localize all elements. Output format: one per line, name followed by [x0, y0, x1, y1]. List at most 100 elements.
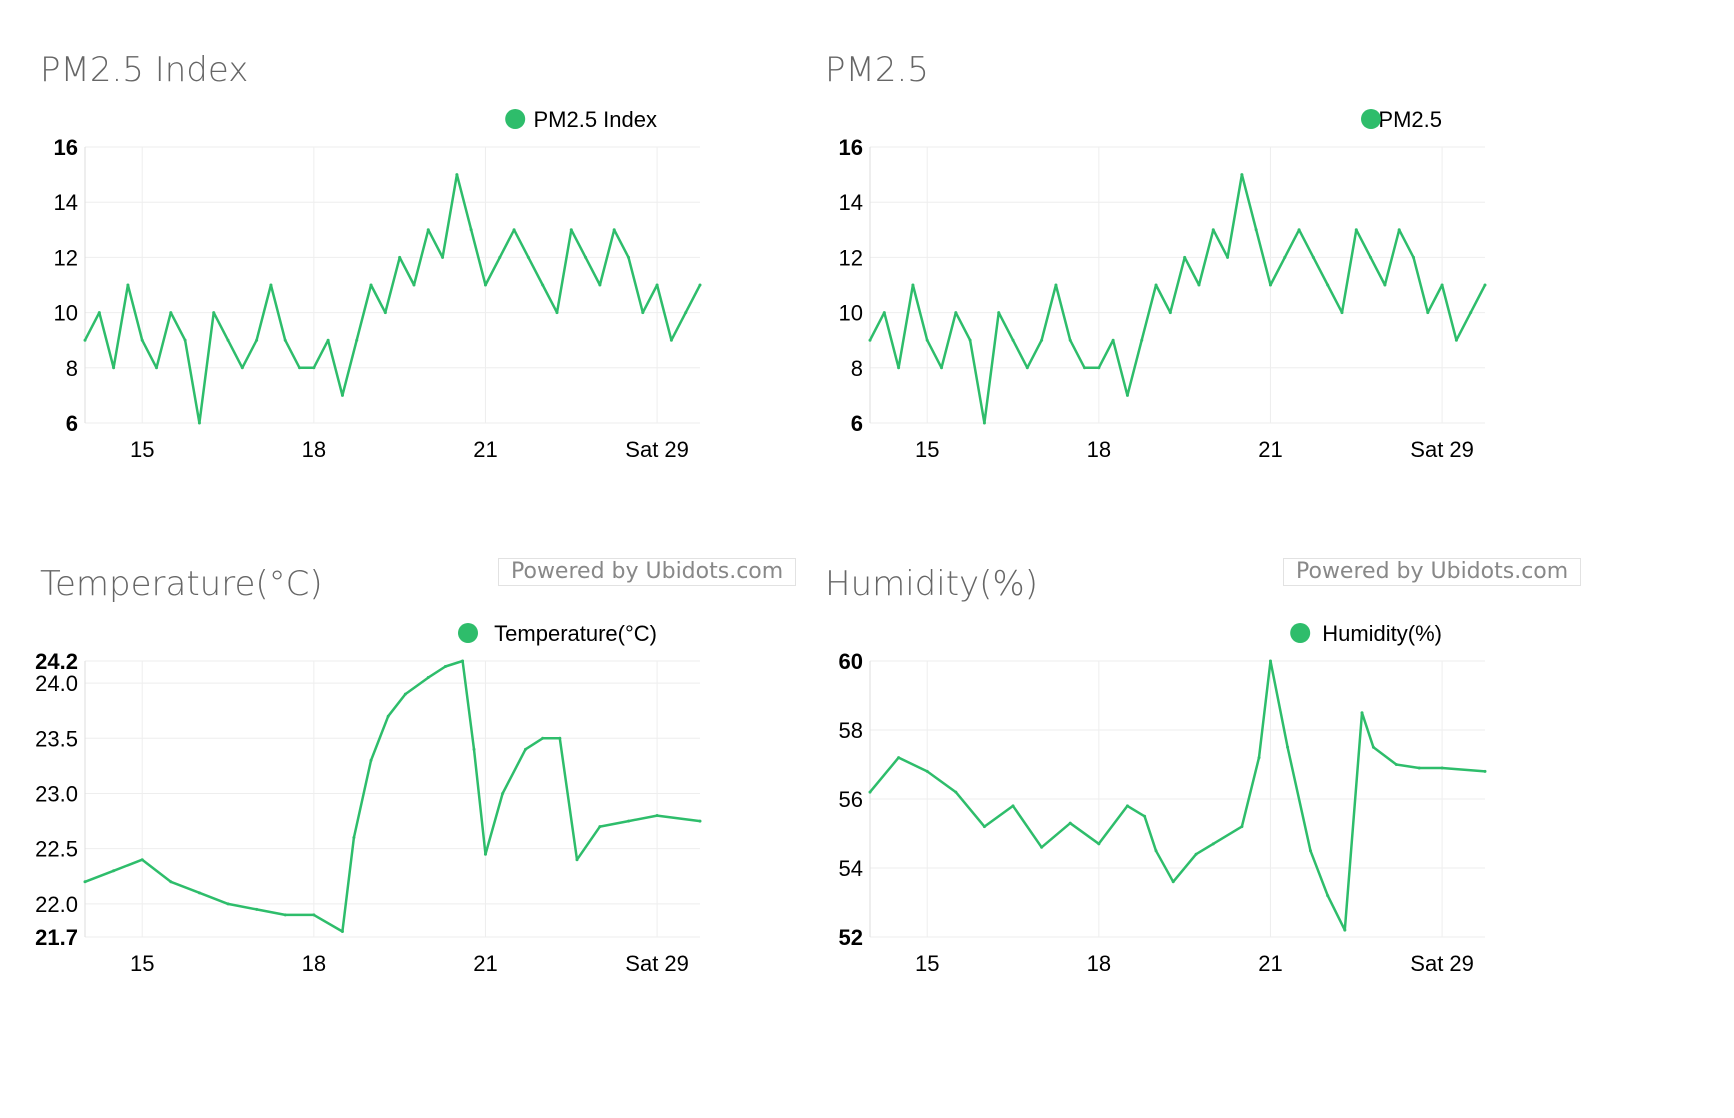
data-point — [398, 255, 402, 259]
data-point — [340, 929, 344, 933]
data-point — [352, 836, 356, 840]
data-point — [269, 283, 273, 287]
data-point — [169, 880, 173, 884]
data-point — [97, 311, 101, 315]
data-point — [155, 366, 159, 370]
series-line — [868, 173, 1487, 425]
data-point — [469, 228, 473, 232]
data-point — [1125, 393, 1129, 397]
panel-title: Temperature(°C) — [40, 564, 323, 604]
data-point — [598, 283, 602, 287]
data-point — [461, 659, 465, 663]
data-point — [1040, 845, 1044, 849]
legend-label: Humidity(%) — [1322, 621, 1442, 646]
data-point — [1469, 311, 1473, 315]
panel-title: Humidity(%) — [825, 564, 1038, 604]
data-point — [140, 858, 144, 862]
data-point — [612, 228, 616, 232]
data-point — [483, 852, 487, 856]
chart-humidity: 52 54 56 58 60 15 18 21 Sat 29 Humidity(%) — [839, 621, 1487, 976]
data-point — [1183, 255, 1187, 259]
series-line — [84, 659, 701, 933]
chart-panel-pm25-index: PM2.5 Index 6 8 10 12 14 16 15 18 21 Sat 29 PM2.5 … — [40, 0, 830, 586]
data-point — [982, 421, 986, 425]
y-tick-label: 16 — [54, 135, 78, 160]
data-point — [83, 338, 87, 342]
data-point — [1411, 255, 1415, 259]
data-point — [255, 907, 259, 911]
data-point — [483, 283, 487, 287]
data-point — [1268, 283, 1272, 287]
x-tick-label: Sat 29 — [625, 437, 689, 462]
data-point — [112, 366, 116, 370]
y-tick-label: 54 — [839, 856, 863, 881]
powered-by-link[interactable]: Powered by Ubidots.com — [1283, 558, 1582, 586]
y-tick-label: 6 — [851, 411, 863, 436]
data-point — [584, 255, 588, 259]
powered-by-link[interactable]: Powered by Ubidots.com — [498, 558, 797, 586]
y-tick-label: 16 — [839, 135, 863, 160]
legend-marker — [458, 623, 478, 643]
y-tick-label: 24.0 — [35, 671, 78, 696]
chart-panel-temperature: Temperature(°C) 21.7 22.0 22.5 23.0 23.5 24.0… — [35, 514, 830, 1074]
data-point — [226, 338, 230, 342]
data-point — [954, 790, 958, 794]
chart-pm25-index: 6 8 10 12 14 16 15 18 21 Sat 29 PM2.5 Index — [54, 107, 702, 462]
legend-marker — [505, 109, 526, 129]
data-point — [1483, 283, 1487, 287]
y-tick-label: 10 — [54, 301, 78, 326]
x-tick-label: 18 — [1087, 951, 1111, 976]
data-point — [1311, 255, 1315, 259]
y-tick-label: 23.0 — [35, 781, 78, 806]
data-point — [472, 747, 476, 751]
data-point — [283, 913, 287, 917]
data-point — [1360, 711, 1364, 715]
y-tick-label: 22.5 — [35, 837, 78, 862]
y-tick-label: 12 — [839, 245, 863, 270]
y-tick-label: 8 — [66, 356, 78, 381]
data-point — [1097, 842, 1101, 846]
data-point — [698, 283, 702, 287]
data-point — [669, 338, 673, 342]
data-point — [569, 228, 573, 232]
data-point — [575, 858, 579, 862]
data-point — [925, 769, 929, 773]
x-tick-label: 21 — [1258, 951, 1282, 976]
chart-pm25: 6 8 10 12 14 16 15 18 21 Sat 29 PM2.5 — [839, 107, 1487, 462]
data-point — [1257, 756, 1261, 760]
x-tick-label: 15 — [915, 951, 939, 976]
data-point — [183, 338, 187, 342]
data-point — [1226, 255, 1230, 259]
data-point — [197, 891, 201, 895]
panel-title: PM2.5 — [825, 50, 929, 90]
chart-temperature: 21.7 22.0 22.5 23.0 23.5 24.024.2 15 18 21 Sat 29… — [35, 621, 702, 976]
data-point — [897, 366, 901, 370]
data-point — [1326, 283, 1330, 287]
data-point — [1154, 283, 1158, 287]
data-point — [312, 913, 316, 917]
data-point — [1068, 338, 1072, 342]
y-tick-label: 23.5 — [35, 726, 78, 751]
y-tick-label: 24.2 — [35, 649, 78, 674]
data-point — [555, 311, 559, 315]
y-tick-label: 60 — [839, 649, 863, 674]
data-point — [426, 676, 430, 680]
data-point — [526, 255, 530, 259]
data-point — [911, 283, 915, 287]
y-tick-label: 22.0 — [35, 892, 78, 917]
data-point — [1369, 255, 1373, 259]
data-point — [925, 338, 929, 342]
data-point — [298, 366, 302, 370]
y-tick-label: 58 — [839, 718, 863, 743]
data-point — [1197, 283, 1201, 287]
data-point — [283, 338, 287, 342]
data-point — [501, 791, 505, 795]
data-point — [1154, 849, 1158, 853]
data-point — [954, 311, 958, 315]
data-point — [1068, 821, 1072, 825]
legend-marker — [1361, 109, 1381, 129]
data-point — [326, 338, 330, 342]
data-point — [255, 338, 259, 342]
data-point — [1383, 283, 1387, 287]
data-point — [1097, 366, 1101, 370]
